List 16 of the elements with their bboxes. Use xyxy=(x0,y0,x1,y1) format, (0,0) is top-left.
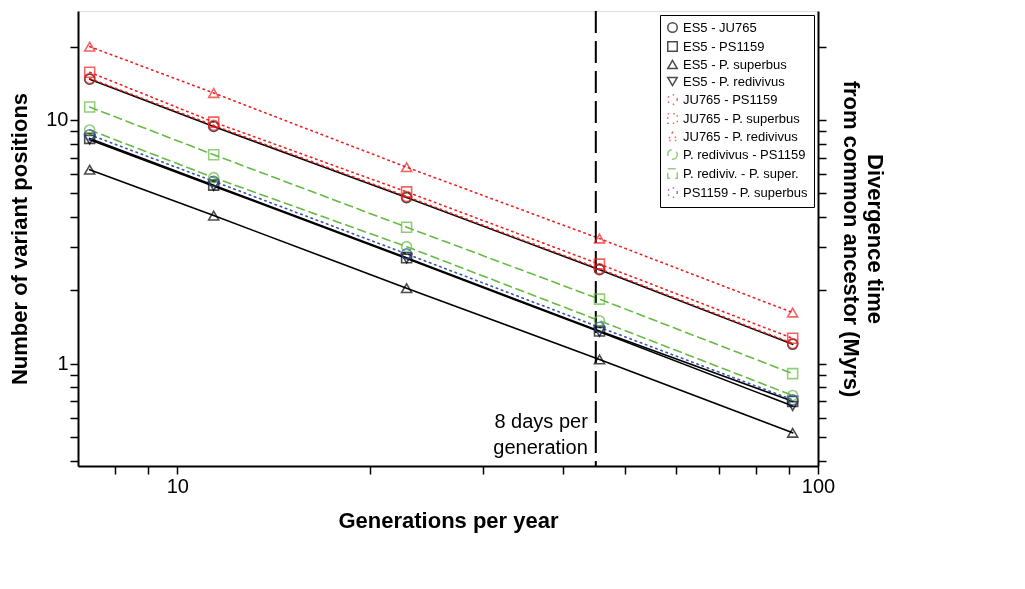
legend-label: JU765 - P. redivivus xyxy=(683,128,799,144)
y-axis-title: Number of variant positions xyxy=(7,92,33,386)
legend-label: PS1159 - P. superbus xyxy=(683,184,809,200)
legend-label: ES5 - PS1159 xyxy=(683,38,765,54)
legend-label: ES5 - P. superbus xyxy=(683,56,788,72)
y-tick-label: 1 xyxy=(57,352,69,375)
legend-label: P. redivivus - PS1159 xyxy=(683,146,806,162)
x-axis-title: Generations per year xyxy=(338,507,559,533)
legend-label: ES5 - JU765 xyxy=(683,19,757,35)
legend-label: JU765 - P. superbus xyxy=(683,110,801,126)
legend-label: ES5 - P. redivivus xyxy=(683,73,786,89)
legend-label: P. rediviv. - P. super. xyxy=(683,165,799,181)
x-tick-label: 100 xyxy=(801,474,836,497)
y2-axis-title: Divergence time from common ancestor (Myrs) xyxy=(838,80,888,398)
legend-label: JU765 - PS1159 xyxy=(683,91,778,107)
ref-line-label: 8 days per generation xyxy=(493,410,589,458)
